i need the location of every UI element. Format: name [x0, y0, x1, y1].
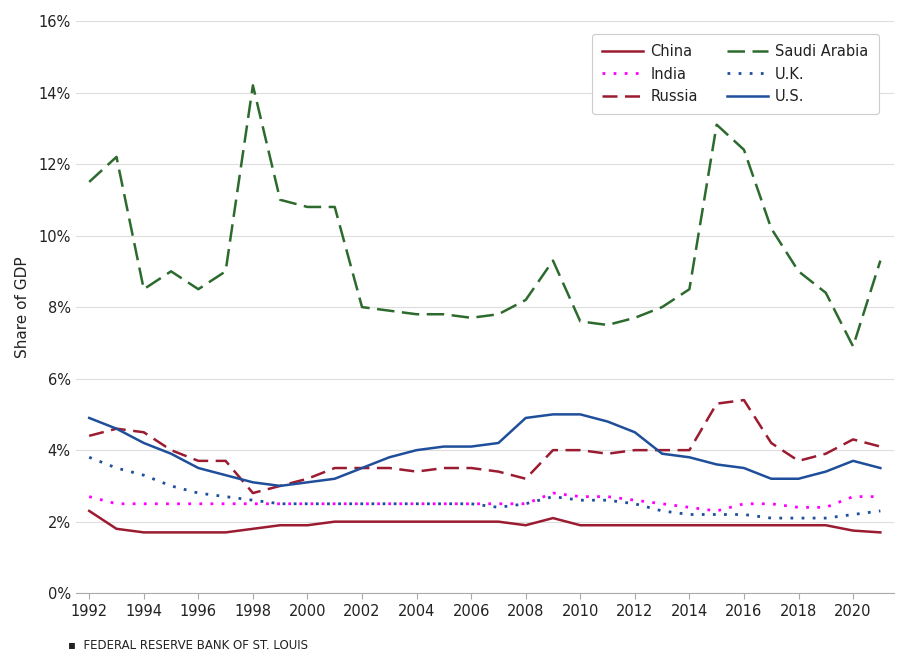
Y-axis label: Share of GDP: Share of GDP — [15, 256, 30, 358]
Legend: China, India, Russia, Saudi Arabia, U.K., U.S.: China, India, Russia, Saudi Arabia, U.K.… — [592, 34, 878, 114]
Text: ▪  FEDERAL RESERVE BANK OF ST. LOUIS: ▪ FEDERAL RESERVE BANK OF ST. LOUIS — [68, 639, 308, 652]
